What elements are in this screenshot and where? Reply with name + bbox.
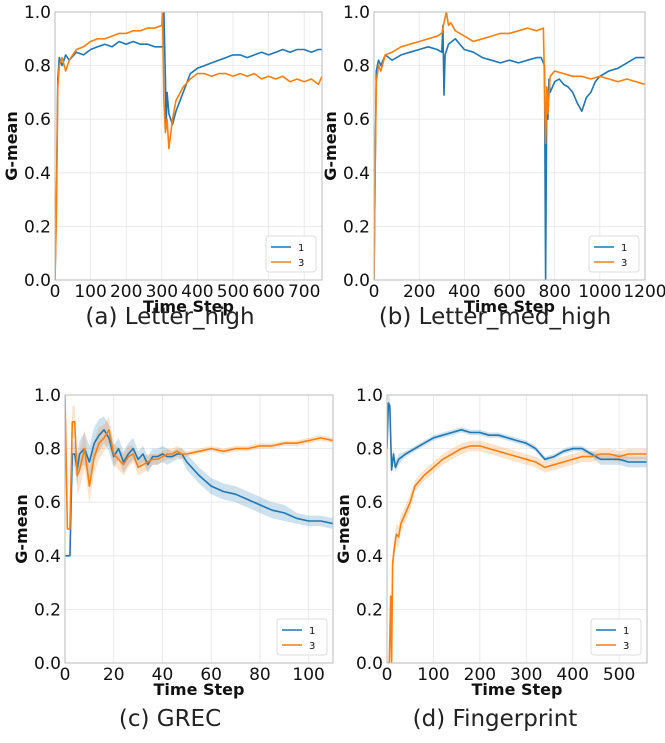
x-tick-label: 1200 — [623, 282, 665, 302]
x-tick-label: 60 — [200, 665, 222, 685]
y-axis-label: G-mean — [334, 494, 353, 563]
x-tick-label: 100 — [292, 665, 324, 685]
plot-frame — [64, 394, 334, 664]
x-tick-label: 300 — [146, 282, 178, 302]
series-3-line — [55, 12, 322, 280]
x-tick-label: 200 — [464, 665, 496, 685]
series-group — [387, 395, 647, 663]
series-3-line — [387, 445, 647, 663]
y-tick-label: 0.4 — [24, 164, 51, 184]
caption-a: (a) Letter_high — [85, 304, 255, 330]
series-1-line — [55, 12, 322, 280]
x-tick-label: 100 — [74, 282, 106, 302]
y-tick-label: 0.4 — [34, 547, 61, 567]
x-axis-label: Time Step — [472, 680, 563, 699]
series-1-band — [387, 395, 647, 476]
x-tick-label: 1000 — [578, 282, 621, 302]
x-tick-label: 300 — [510, 665, 542, 685]
x-tick-label: 20 — [103, 665, 125, 685]
y-tick-label: 0.4 — [356, 547, 383, 567]
y-tick-label: 0.0 — [24, 271, 51, 291]
chart-panel-3: 0 100 200 300 400 500 0.0 0.2 0.4 0.6 0.8 1.0 Time S… — [334, 386, 648, 699]
x-axis-label: Time Step — [154, 680, 245, 699]
y-tick-label: 0.6 — [34, 493, 61, 513]
x-axis-label: Time Step — [143, 297, 234, 316]
y-tick-label: 0.6 — [356, 493, 383, 513]
y-tick-label: 0.6 — [24, 110, 51, 130]
y-tick-label: 0.2 — [356, 600, 383, 620]
series-1-line — [65, 429, 333, 557]
x-tick-label: 400 — [448, 282, 480, 302]
caption-c: (c) GREC — [118, 706, 222, 732]
y-tick-label: 0.8 — [356, 440, 383, 460]
legend-box — [276, 618, 328, 656]
x-tick-label: 600 — [252, 282, 284, 302]
x-axis-label: Time Step — [464, 297, 555, 316]
chart-panel-2: 0 20 40 60 80 100 0.0 0.2 0.4 0.6 0.8 1.0 Time Step G… — [12, 386, 334, 699]
series-group — [374, 12, 645, 280]
x-tick-label: 500 — [217, 282, 249, 302]
caption-d: (d) Fingerprint — [412, 706, 578, 732]
x-tick-label: 400 — [556, 665, 588, 685]
x-tick-label: 700 — [288, 282, 320, 302]
x-tick-label: 200 — [403, 282, 435, 302]
x-tick-label: 0 — [50, 282, 61, 302]
x-tick-label: 0 — [60, 665, 71, 685]
x-tick-label: 80 — [249, 665, 271, 685]
legend-label-3: 3 — [298, 258, 304, 269]
series-3-band — [65, 395, 333, 529]
legend-label-1: 1 — [298, 243, 304, 254]
y-tick-label: 0.8 — [343, 57, 370, 77]
y-tick-label: 1.0 — [24, 3, 51, 23]
series-1-line — [387, 402, 647, 471]
x-tick-label: 600 — [493, 282, 525, 302]
plot-frame — [373, 11, 646, 281]
series-1-band — [65, 416, 333, 556]
legend-box — [588, 235, 640, 273]
y-tick-label: 0.2 — [34, 600, 61, 620]
legend-label-1: 1 — [621, 243, 627, 254]
y-tick-label: 0.0 — [343, 271, 370, 291]
y-tick-label: 0.8 — [24, 57, 51, 77]
legend-box — [265, 235, 317, 273]
y-tick-label: 1.0 — [356, 386, 383, 406]
series-group — [65, 395, 333, 557]
legend-label-1: 1 — [309, 626, 315, 637]
y-tick-label: 0.2 — [343, 217, 370, 237]
y-tick-label: 0.8 — [34, 440, 61, 460]
legend-label-3: 3 — [309, 641, 315, 652]
legend-label-3: 3 — [621, 258, 627, 269]
chart-panel-1: 0 200 400 600 800 1000 1200 0.0 0.2 0.4 0.6 0.8 1.0 T… — [321, 3, 665, 316]
x-tick-label: 200 — [110, 282, 142, 302]
legend-label-3: 3 — [623, 641, 629, 652]
caption-b: (b) Letter_med_high — [378, 304, 612, 330]
series-3-line — [65, 395, 333, 530]
x-tick-label: 40 — [152, 665, 174, 685]
y-tick-label: 0.6 — [343, 110, 370, 130]
y-tick-label: 1.0 — [34, 386, 61, 406]
series-1-line — [374, 24, 645, 280]
y-tick-label: 1.0 — [343, 3, 370, 23]
x-tick-label: 500 — [603, 665, 635, 685]
y-tick-label: 0.2 — [24, 217, 51, 237]
x-tick-label: 800 — [538, 282, 570, 302]
y-axis-label: G-mean — [2, 111, 21, 180]
x-tick-label: 0 — [382, 665, 393, 685]
series-3-line — [374, 12, 645, 280]
plot-frame — [386, 394, 648, 664]
x-tick-label: 100 — [417, 665, 449, 685]
chart-panel-0: 0 100 200 300 400 500 600 700 0.0 0.2 0.4 0.6 0.8 1.0… — [2, 3, 323, 316]
y-tick-label: 0.0 — [356, 654, 383, 674]
series-group — [55, 12, 322, 280]
y-axis-label: G-mean — [321, 111, 340, 180]
legend-label-1: 1 — [623, 626, 629, 637]
y-tick-label: 0.0 — [34, 654, 61, 674]
x-tick-label: 400 — [181, 282, 213, 302]
y-tick-label: 0.4 — [343, 164, 370, 184]
legend-box — [590, 618, 642, 656]
x-tick-label: 0 — [369, 282, 380, 302]
plot-frame — [54, 11, 323, 281]
y-axis-label: G-mean — [12, 494, 31, 563]
